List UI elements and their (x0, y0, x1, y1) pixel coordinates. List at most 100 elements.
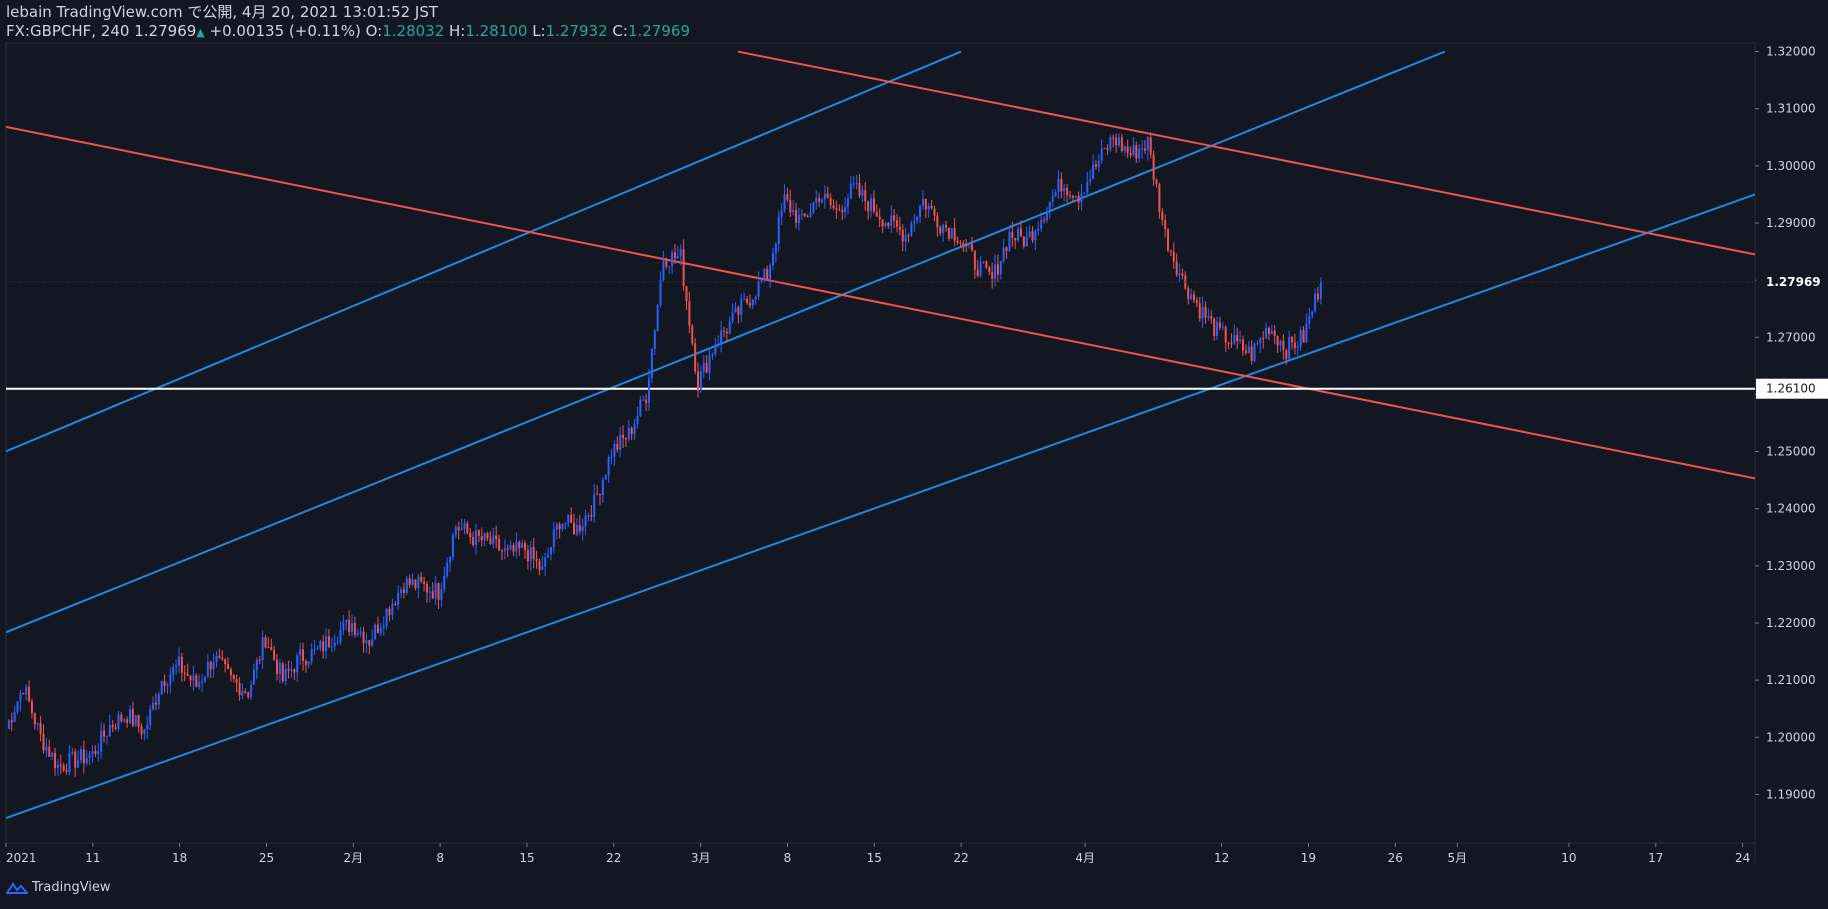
candle-body (469, 532, 472, 537)
candle-body (1043, 219, 1046, 221)
x-tick-label: 26 (1388, 851, 1403, 865)
candle-body (728, 321, 731, 334)
candle-body (1143, 148, 1146, 151)
candle-body (301, 649, 304, 662)
candle-body (1106, 148, 1109, 150)
candle-body (1100, 148, 1103, 161)
last-price: 1.27969 (134, 22, 197, 40)
candle-body (544, 557, 547, 567)
candle-body (561, 524, 564, 530)
candle-body (1239, 339, 1242, 342)
candle-body (244, 691, 247, 693)
candle-body (270, 647, 273, 650)
candle-body (1273, 330, 1276, 336)
candle-body (68, 753, 71, 772)
candle-body (423, 581, 426, 585)
candle-body (774, 244, 777, 254)
candle-body (717, 344, 720, 347)
candle-body (535, 559, 538, 561)
candle-body (71, 751, 74, 754)
candle-body (994, 264, 997, 279)
candle-body (304, 661, 307, 665)
candle-body (619, 434, 622, 450)
candle-body (1302, 330, 1305, 343)
candle-body (273, 649, 276, 660)
candle-body (945, 225, 948, 228)
candle-body (128, 708, 131, 723)
candle-body (506, 548, 509, 550)
high-value: 1.28100 (465, 22, 528, 40)
candle-body (397, 592, 400, 606)
candle-body (1080, 193, 1083, 203)
candle-body (702, 362, 705, 372)
chart-header: lebain TradingView.com で公開, 4月 20, 2021 … (6, 3, 690, 42)
candle-body (743, 298, 746, 300)
x-tick-label: 8 (436, 851, 444, 865)
candle-body (737, 307, 740, 315)
candle-body (685, 286, 688, 302)
y-tick-label: 1.21000 (1766, 673, 1816, 687)
candle-body (630, 427, 633, 435)
candle-body (711, 354, 714, 356)
candle-body (1155, 179, 1158, 185)
candle-body (451, 534, 454, 558)
candle-body (385, 609, 388, 627)
x-tick-label: 3月 (691, 851, 711, 865)
candle-body (748, 302, 751, 306)
candle-body (962, 243, 965, 246)
candle-body (622, 434, 625, 439)
candle-body (910, 223, 913, 236)
candle-body (91, 750, 94, 755)
candle-body (1103, 148, 1106, 150)
candle-body (740, 299, 743, 315)
candle-body (936, 215, 939, 228)
candle-body (604, 475, 607, 480)
candle-body (771, 253, 774, 265)
candle-body (1071, 195, 1074, 198)
candle-body (1138, 148, 1141, 159)
candle-body (192, 675, 195, 681)
candle-body (648, 378, 651, 403)
candle-body (881, 219, 884, 227)
candle-body (578, 525, 581, 532)
candle-body (979, 261, 982, 276)
candle-body (94, 750, 97, 755)
candle-body (1311, 311, 1314, 317)
candle-body (890, 215, 893, 227)
candle-body (54, 752, 57, 768)
candle-body (1037, 228, 1040, 231)
candle-body (852, 183, 855, 185)
candle-body (1296, 346, 1299, 349)
footer: TradingView (6, 880, 111, 895)
candle-body (1115, 137, 1118, 146)
candle-body (327, 636, 330, 647)
blue-trendline (6, 50, 1446, 634)
candle-body (529, 546, 532, 562)
candle-body (1097, 160, 1100, 167)
candle-body (351, 623, 354, 632)
candle-body (325, 636, 328, 652)
candle-body (1293, 342, 1296, 349)
candle-body (267, 647, 270, 649)
candle-body (388, 609, 391, 616)
candle-body (376, 624, 379, 634)
candle-body (584, 515, 587, 527)
candle-body (849, 184, 852, 199)
candle-body (532, 546, 535, 560)
candle-body (224, 659, 227, 664)
candle-body (509, 545, 512, 549)
candle-body (149, 709, 152, 725)
y-tick-label: 1.32000 (1766, 45, 1816, 59)
candle-body (345, 619, 348, 623)
candle-body (870, 198, 873, 212)
candle-body (956, 240, 959, 243)
candle-body (1019, 228, 1022, 237)
candle-body (82, 749, 85, 764)
candle-body (659, 279, 662, 305)
candle-body (985, 261, 988, 268)
candle-body (1048, 202, 1051, 212)
candle-body (1236, 334, 1239, 342)
candle-body (333, 642, 336, 647)
candle-body (1022, 236, 1025, 247)
